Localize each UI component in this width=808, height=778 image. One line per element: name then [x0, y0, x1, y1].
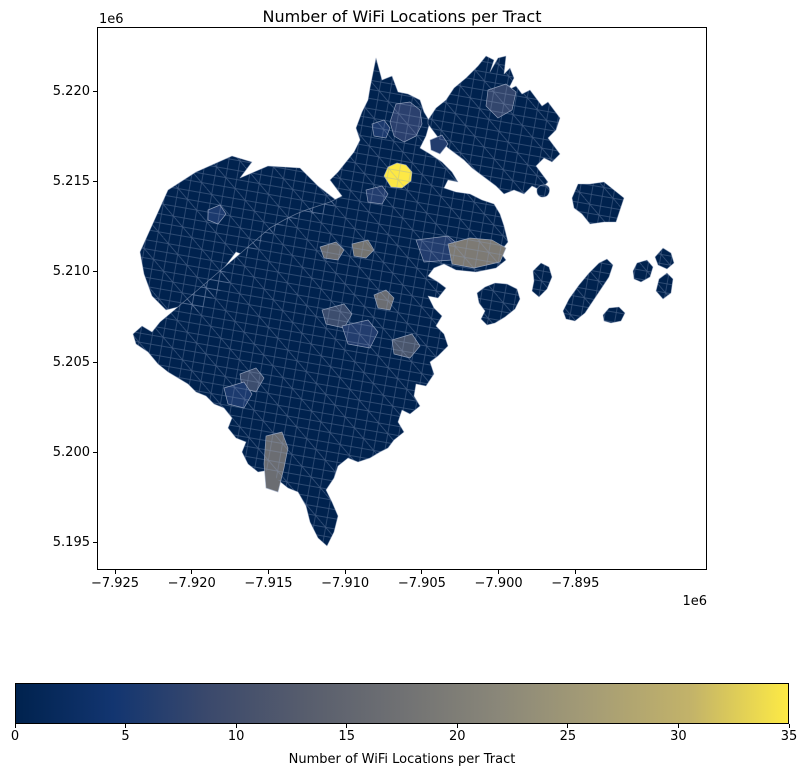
y-tick-label: 5.210: [52, 264, 90, 280]
colorbar-tick-mark: [788, 724, 790, 728]
colorbar-tick-mark: [346, 724, 348, 728]
y-tick-mark: [93, 181, 97, 183]
y-tick-mark: [93, 361, 97, 363]
x-tick-label: −7.900: [474, 576, 523, 591]
street-lines: [633, 260, 653, 282]
x-tick-label: −7.910: [321, 576, 370, 591]
colorbar-tick-label: 35: [780, 729, 798, 744]
tract-map: [132, 55, 675, 547]
colorbar-tick-mark: [14, 724, 16, 728]
plot-title: Number of WiFi Locations per Tract: [262, 7, 542, 26]
colorbar-tick-label: 10: [227, 729, 245, 744]
street-lines: [133, 58, 508, 546]
colorbar-tick-mark: [125, 724, 127, 728]
x-tick-mark: [421, 570, 423, 574]
street-lines: [477, 283, 520, 325]
street-lines: [572, 182, 624, 224]
street-lines: [428, 56, 560, 194]
colorbar-tick-mark: [456, 724, 458, 728]
y-tick-mark: [93, 541, 97, 543]
y-tick-label: 5.220: [52, 84, 90, 100]
street-lines: [140, 156, 336, 312]
x-tick-mark: [191, 570, 193, 574]
x-tick-label: −7.895: [551, 576, 600, 591]
x-tick-mark: [344, 570, 346, 574]
x-tick-label: −7.920: [167, 576, 216, 591]
colorbar-tick-label: 15: [338, 729, 355, 744]
street-lines: [655, 248, 674, 269]
colorbar-tick-label: 25: [559, 729, 577, 744]
x-tick-label: −7.925: [90, 576, 140, 591]
x-tick-mark: [498, 570, 500, 574]
street-lines: [536, 184, 550, 198]
y-tick-mark: [93, 91, 97, 93]
x-tick-mark: [114, 570, 116, 574]
colorbar-tick-mark: [567, 724, 569, 728]
x-tick-label: −7.915: [244, 576, 293, 591]
x-tick-mark: [267, 570, 269, 574]
colorbar-gradient: [15, 683, 789, 724]
x-tick-label: −7.905: [397, 576, 446, 591]
y-tick-label: 5.215: [52, 174, 90, 190]
y-tick-label: 5.200: [52, 444, 90, 460]
street-lines: [563, 259, 613, 321]
colorbar-tick-label: 30: [670, 729, 687, 744]
y-tick-mark: [93, 271, 97, 273]
colorbar-tick-label: 0: [10, 729, 20, 744]
street-lines: [656, 273, 673, 299]
x-axis-offset-label: 1e6: [682, 594, 707, 609]
y-tick-mark: [93, 451, 97, 453]
y-tick-label: 5.195: [52, 534, 90, 550]
colorbar-tick-label: 5: [121, 729, 130, 744]
x-tick-mark: [574, 570, 576, 574]
colorbar-label: Number of WiFi Locations per Tract: [288, 752, 516, 767]
colorbar-tick-mark: [235, 724, 237, 728]
colorbar-tick-label: 20: [449, 729, 466, 744]
colorbar-tick-mark: [677, 724, 679, 728]
y-axis-offset-label: 1e6: [99, 12, 124, 27]
street-lines: [603, 307, 625, 323]
y-tick-label: 5.205: [52, 354, 90, 370]
street-lines: [532, 263, 552, 297]
